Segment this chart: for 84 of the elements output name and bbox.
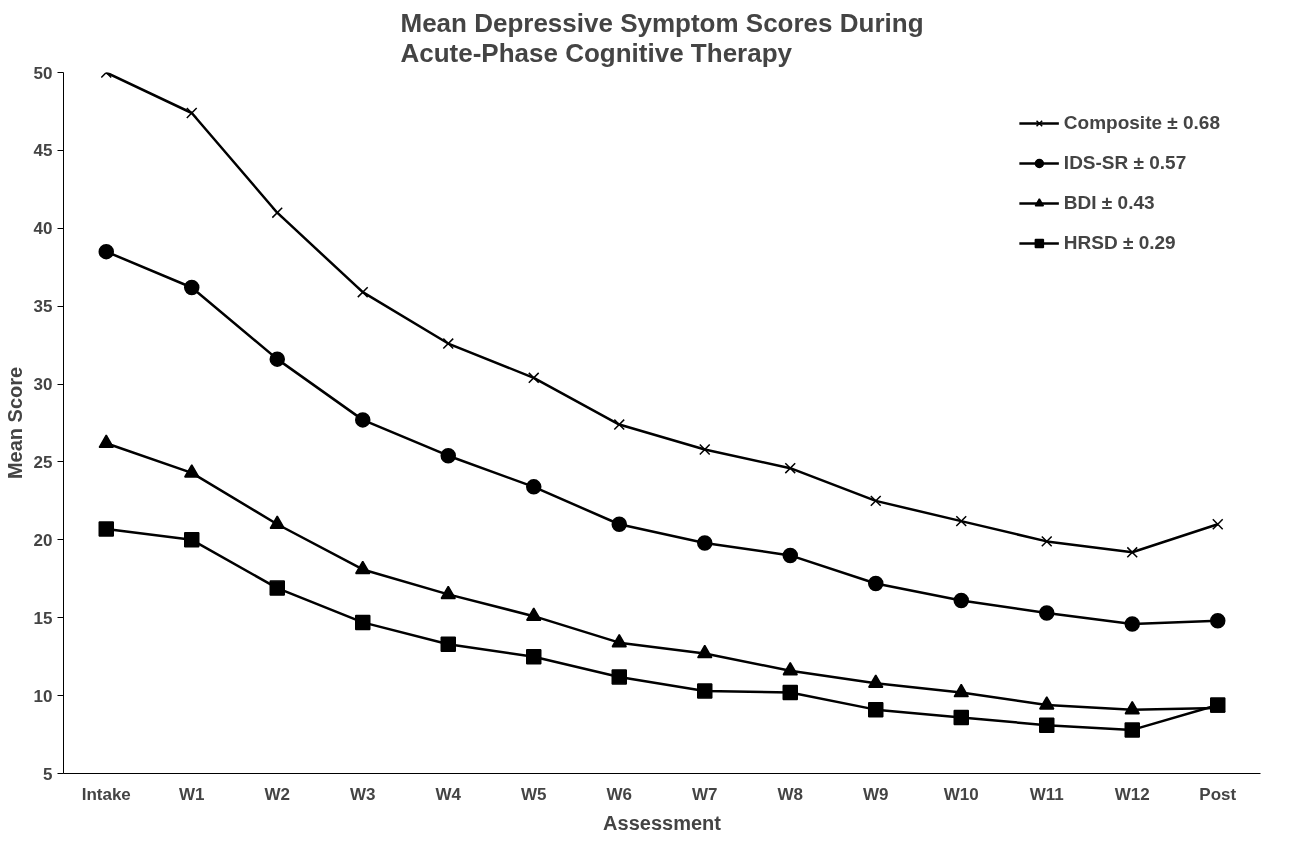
point	[611, 669, 627, 685]
point	[868, 575, 884, 592]
point	[1124, 700, 1140, 715]
point	[611, 633, 627, 648]
point	[1124, 616, 1140, 632]
y-tick-label: 30	[33, 375, 53, 395]
point	[526, 648, 542, 665]
x-tick-label: W5	[521, 784, 547, 804]
x-tick-label: W9	[863, 784, 889, 804]
y-tick-label: 40	[33, 219, 53, 239]
y-tick-label: 35	[33, 297, 53, 317]
x-tick-label: W7	[692, 784, 718, 804]
point	[269, 515, 285, 530]
x-tick-label: W11	[1029, 784, 1064, 804]
x-axis-title: Assessment	[603, 811, 722, 834]
point	[355, 412, 371, 428]
point	[868, 674, 884, 688]
point	[1210, 613, 1226, 629]
point	[955, 515, 967, 527]
x-tick-label: W6	[606, 784, 632, 804]
legend-label: IDS-SR ± 0.57	[1063, 152, 1187, 174]
x-tick-label: W2	[264, 784, 290, 804]
point	[868, 701, 884, 718]
point	[184, 532, 200, 548]
point	[98, 243, 114, 260]
legend-label: Composite ± 0.68	[1063, 112, 1220, 134]
point	[440, 636, 456, 652]
point	[440, 447, 456, 464]
y-tick-label: 20	[33, 530, 53, 550]
point	[355, 614, 371, 631]
point	[953, 683, 969, 698]
point	[784, 462, 796, 474]
point	[611, 516, 627, 532]
point	[1124, 722, 1140, 738]
point	[1039, 696, 1055, 710]
point	[697, 644, 713, 659]
point	[186, 107, 198, 119]
point	[528, 372, 540, 384]
x-tick-label: W12	[1114, 784, 1150, 804]
x-tick-label: W8	[777, 784, 803, 804]
point	[782, 661, 798, 676]
point	[98, 434, 114, 449]
point	[953, 709, 969, 726]
point	[1041, 535, 1053, 548]
legend-label: HRSD ± 0.29	[1063, 232, 1176, 254]
point	[1212, 518, 1224, 530]
point	[184, 279, 200, 296]
point	[782, 684, 798, 701]
chart-title: Mean Depressive Symptom Scores During Acute-Phase Cognitive Therapy	[400, 7, 924, 68]
legend-label: BDI ± 0.43	[1063, 192, 1155, 214]
y-axis-title: Mean Score	[3, 366, 26, 480]
point	[98, 521, 114, 537]
point	[953, 592, 969, 609]
point	[613, 418, 625, 431]
point	[184, 464, 200, 478]
point	[271, 207, 283, 219]
point	[1039, 605, 1055, 621]
y-tick-label: 45	[33, 141, 53, 161]
x-tick-label: W3	[350, 784, 376, 804]
point	[697, 683, 713, 699]
point	[357, 286, 369, 298]
point	[269, 580, 285, 596]
point	[442, 337, 454, 350]
point	[699, 443, 711, 456]
x-tick-label: W4	[435, 784, 462, 804]
point	[1039, 717, 1055, 733]
point	[269, 351, 285, 367]
point	[355, 560, 371, 575]
point	[1126, 546, 1138, 558]
point	[697, 535, 713, 551]
y-tick-label: 15	[33, 608, 53, 628]
y-tick-label: 5	[43, 764, 53, 784]
point	[782, 547, 798, 564]
x-tick-label: W1	[179, 784, 205, 804]
x-tick-label: Intake	[81, 784, 131, 804]
point	[526, 607, 542, 621]
point	[526, 479, 542, 495]
point	[870, 495, 882, 507]
point	[440, 585, 456, 600]
y-tick-label: 50	[33, 63, 53, 83]
x-tick-label: Post	[1199, 784, 1237, 804]
y-tick-label: 10	[33, 686, 53, 706]
x-tick-label: W10	[943, 784, 979, 804]
y-tick-label: 25	[33, 452, 53, 472]
